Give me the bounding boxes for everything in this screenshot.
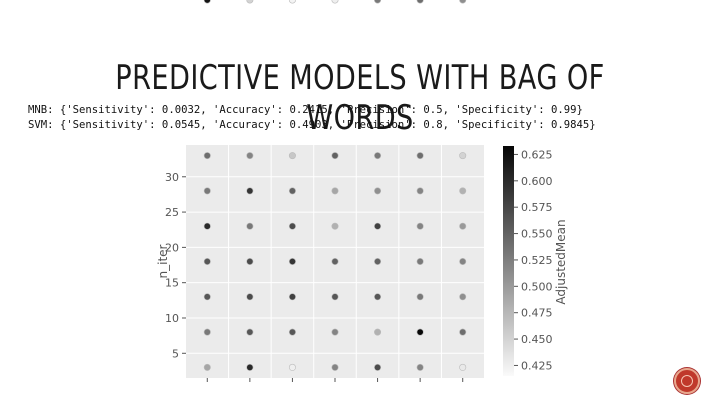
data-point bbox=[416, 152, 424, 160]
data-point bbox=[374, 0, 382, 4]
data-point bbox=[459, 222, 467, 230]
data-point bbox=[203, 152, 211, 160]
data-point bbox=[288, 363, 296, 371]
data-point bbox=[288, 0, 296, 4]
colorbar-tick-label: 0.625 bbox=[521, 148, 553, 161]
y-tick-label: 25 bbox=[165, 206, 179, 219]
data-point bbox=[331, 328, 339, 336]
data-point bbox=[459, 328, 467, 336]
data-point bbox=[331, 222, 339, 230]
data-point bbox=[459, 187, 467, 195]
data-point bbox=[288, 328, 296, 336]
data-point bbox=[203, 222, 211, 230]
slide-title: PREDICTIVE MODELS WITH BAG OF WORDS bbox=[115, 58, 605, 138]
data-point bbox=[288, 187, 296, 195]
colorbar-tick-label: 0.450 bbox=[521, 333, 553, 346]
svm-metrics: SVM: {'Sensitivity': 0.0545, 'Accuracy':… bbox=[28, 119, 596, 131]
data-point bbox=[246, 328, 254, 336]
y-tick-label: 15 bbox=[165, 277, 179, 290]
y-axis-label: n_iter bbox=[156, 244, 170, 278]
data-point bbox=[416, 257, 424, 265]
mnb-metrics: MNB: {'Sensitivity': 0.0032, 'Accuracy':… bbox=[28, 104, 583, 116]
data-point bbox=[288, 293, 296, 301]
data-point bbox=[246, 257, 254, 265]
y-tick-label: 10 bbox=[165, 312, 179, 325]
data-point bbox=[416, 293, 424, 301]
data-point bbox=[459, 363, 467, 371]
data-point bbox=[459, 257, 467, 265]
data-point bbox=[331, 257, 339, 265]
data-point bbox=[246, 152, 254, 160]
data-point bbox=[246, 293, 254, 301]
colorbar-tick-label: 0.475 bbox=[521, 307, 553, 320]
data-point bbox=[203, 293, 211, 301]
data-point bbox=[331, 293, 339, 301]
data-point bbox=[331, 187, 339, 195]
y-tick-label: 30 bbox=[165, 171, 179, 184]
data-point bbox=[246, 363, 254, 371]
metrics-text: MNB: {'Sensitivity': 0.0032, 'Accuracy':… bbox=[28, 103, 596, 133]
data-point bbox=[246, 222, 254, 230]
next-slide-button[interactable] bbox=[674, 368, 700, 394]
colorbar-tick-label: 0.525 bbox=[521, 254, 553, 267]
data-point bbox=[416, 328, 424, 336]
data-point bbox=[416, 187, 424, 195]
colorbar bbox=[503, 146, 514, 376]
data-point bbox=[374, 187, 382, 195]
data-point bbox=[416, 0, 424, 4]
data-point bbox=[374, 222, 382, 230]
data-point bbox=[416, 222, 424, 230]
data-point bbox=[203, 257, 211, 265]
colorbar-tick-label: 0.425 bbox=[521, 359, 553, 372]
data-point bbox=[374, 257, 382, 265]
y-tick-label: 20 bbox=[165, 241, 179, 254]
data-point bbox=[459, 293, 467, 301]
data-point bbox=[459, 152, 467, 160]
data-point bbox=[203, 328, 211, 336]
data-point bbox=[203, 0, 211, 4]
data-point bbox=[331, 0, 339, 4]
data-point bbox=[246, 187, 254, 195]
data-point bbox=[288, 222, 296, 230]
data-point bbox=[203, 187, 211, 195]
data-point bbox=[288, 152, 296, 160]
data-point bbox=[288, 257, 296, 265]
data-point bbox=[459, 0, 467, 4]
data-point bbox=[374, 328, 382, 336]
data-point bbox=[374, 152, 382, 160]
data-point bbox=[374, 363, 382, 371]
data-point bbox=[246, 0, 254, 4]
data-point bbox=[331, 363, 339, 371]
colorbar-tick-label: 0.575 bbox=[521, 201, 553, 214]
data-point bbox=[374, 293, 382, 301]
data-point bbox=[203, 363, 211, 371]
data-point bbox=[331, 152, 339, 160]
colorbar-tick-label: 0.550 bbox=[521, 228, 553, 241]
colorbar-tick-label: 0.600 bbox=[521, 175, 553, 188]
data-point bbox=[416, 363, 424, 371]
y-tick-label: 5 bbox=[172, 347, 179, 360]
colorbar-tick-label: 0.500 bbox=[521, 280, 553, 293]
colorbar-label: AdjustedMean bbox=[554, 219, 568, 304]
